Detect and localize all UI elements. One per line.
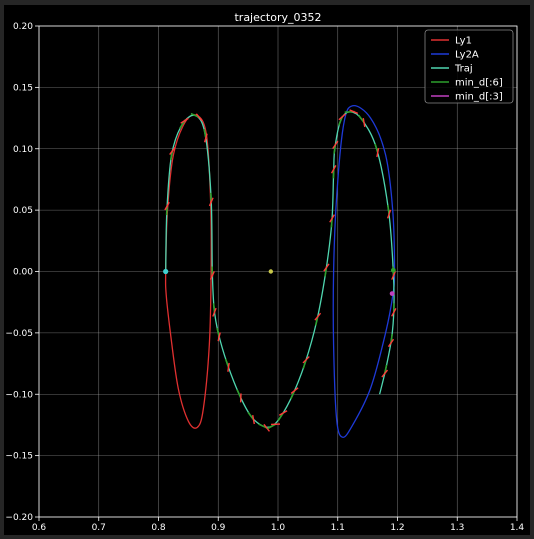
y-tick-label: −0.10 [5,390,33,400]
legend-label: min_d[:3] [455,92,503,103]
velocity-arrow [329,214,335,223]
velocity-arrow [349,109,359,115]
y-tick-label: −0.15 [5,452,33,462]
velocity-arrow [332,140,339,149]
velocity-arrow [180,117,189,124]
velocity-arrow [217,332,221,342]
legend: Ly1 Ly2A Traj min_d[:6] min_d[:3] [424,29,514,104]
legend-label: min_d[:6] [455,78,503,89]
velocity-arrow [252,415,255,425]
velocity-arrow [323,263,330,272]
y-tick-label: 0.20 [13,22,33,32]
x-tick-label: 0.8 [151,523,166,533]
y-tick-label: 0.00 [13,268,33,278]
y-tick-label: 0.05 [13,206,33,216]
x-tick-label: 1.4 [510,523,525,533]
legend-label: Ly2A [455,50,479,61]
legend-label: Traj [454,64,473,75]
x-tick-label: 1.2 [390,523,404,533]
series-ly1-line [164,114,212,429]
x-tick-label: 1.3 [450,523,464,533]
velocity-arrow [290,387,299,394]
velocity-arrow [195,113,203,122]
x-tick-label: 0.9 [211,523,226,533]
velocity-arrow [314,312,322,321]
y-tick-label: 0.15 [13,83,33,93]
min-d6-marker [390,267,396,273]
center-point [268,269,274,274]
x-tick-label: 0.7 [92,523,106,533]
velocity-arrow [203,133,208,143]
velocity-arrow [330,165,337,174]
start-point [163,268,169,275]
x-tick-label: 0.6 [32,523,47,533]
x-tick-label: 1.1 [331,523,345,533]
velocity-arrow [376,148,380,158]
velocity-arrow [227,362,230,372]
velocity-arrow [391,271,396,280]
velocity-arrows [164,109,397,432]
y-tick-label: 0.10 [13,145,33,155]
x-tick-label: 1.0 [271,523,286,533]
y-tick-label: −0.05 [5,329,33,339]
chart-title: trajectory_0352 [234,11,321,24]
velocity-arrow [302,356,310,364]
min-d3-marker [389,291,395,296]
velocity-arrow [391,308,397,317]
velocity-arrow [387,338,395,348]
velocity-arrow [386,209,392,219]
velocity-arrow [362,117,366,128]
y-tick-label: −0.20 [5,513,33,523]
velocity-arrow [381,369,389,378]
series-ly2a-line [332,105,396,438]
velocity-arrow [209,271,215,280]
axis-ticks: 0.6 0.7 0.8 0.9 1.0 1.1 1.2 1.3 1.4 −0.20 −0.15 −0.… [5,22,524,533]
velocity-arrow [263,423,271,432]
legend-box [424,29,514,104]
velocity-arrow [278,410,288,416]
velocity-arrow [212,307,217,317]
legend-label: Ly1 [455,36,472,47]
velocity-arrow [208,197,214,207]
velocity-arrow [338,113,347,121]
velocity-arrow [164,201,170,211]
markers [163,267,396,296]
velocity-arrow [169,146,176,155]
